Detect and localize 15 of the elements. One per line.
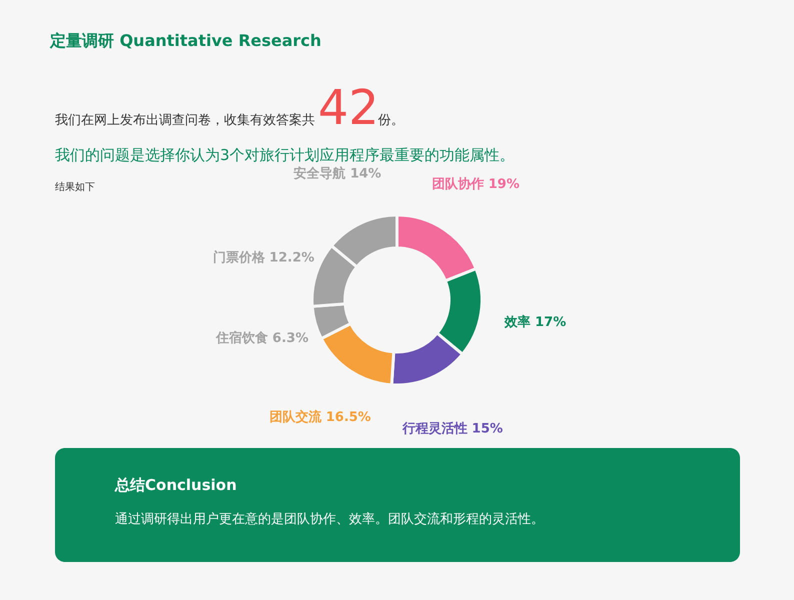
slice-label: 住宿饮食 6.3% xyxy=(214,330,308,346)
text: 我们在网上发布出调查问卷，收集有效答案共 xyxy=(55,112,315,128)
slice-label: 团队交流 16.5% xyxy=(269,409,371,426)
chart-title: 定量调研 Quantitative Research xyxy=(49,31,322,50)
text: 结果如下 xyxy=(55,181,95,193)
text: 42 xyxy=(318,80,380,136)
slice-label: 安全导航 14% xyxy=(294,165,382,182)
slice-label: 行程灵活性 15% xyxy=(401,421,503,436)
slice-label: 效率 17% xyxy=(503,314,566,330)
slice-label: 门票价格 12.2% xyxy=(212,250,314,266)
text: 我们的问题是选择你认为3个对旅行计划应用程序最重要的功能属性。 xyxy=(55,146,515,164)
text: 通过调研得出用户更在意的是团队协作、效率。团队交流和形程的灵活性。 xyxy=(115,511,544,527)
text: 总结Conclusion xyxy=(114,476,237,494)
slice-label: 团队协作 19% xyxy=(432,177,520,192)
text: 份。 xyxy=(378,113,404,128)
